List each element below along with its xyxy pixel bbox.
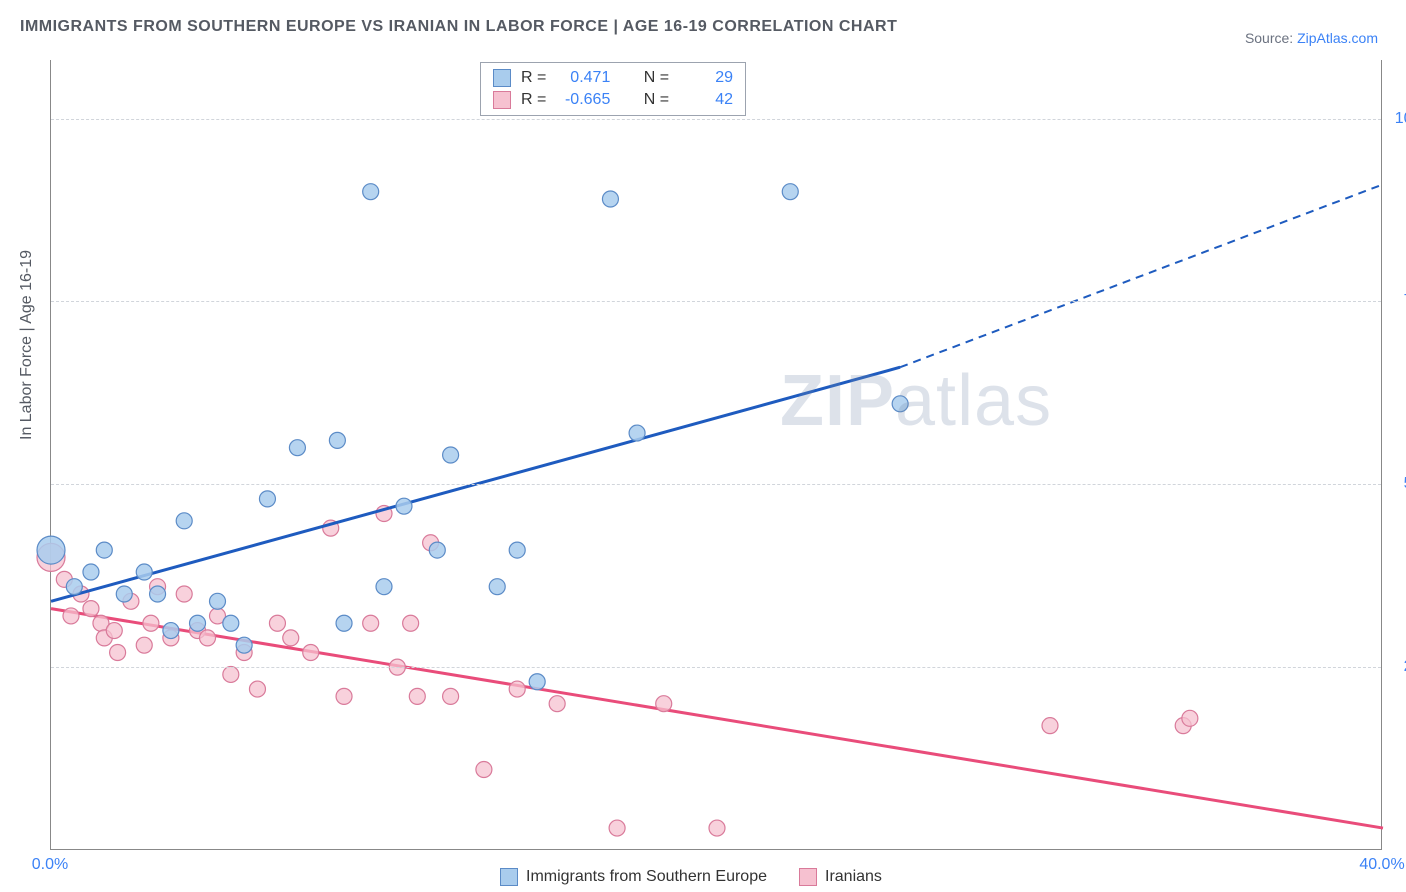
- data-point: [363, 184, 379, 200]
- stat-value-r: 0.471: [556, 69, 610, 87]
- data-point: [363, 615, 379, 631]
- data-point: [283, 630, 299, 646]
- data-point: [489, 579, 505, 595]
- data-point: [106, 623, 122, 639]
- stat-label-n: N =: [644, 91, 669, 109]
- stat-label-r: R =: [521, 91, 546, 109]
- data-point: [429, 542, 445, 558]
- data-point: [176, 586, 192, 602]
- correlation-legend-row: R = 0.471 N = 29: [493, 67, 733, 89]
- plot-area: 25.0%50.0%75.0%100.0%: [50, 60, 1382, 850]
- correlation-legend-row: R = -0.665 N = 42: [493, 89, 733, 111]
- data-point: [223, 615, 239, 631]
- series-legend-label: Iranians: [825, 868, 882, 886]
- data-point: [110, 645, 126, 661]
- data-point: [336, 688, 352, 704]
- data-point: [409, 688, 425, 704]
- data-point: [269, 615, 285, 631]
- data-point: [210, 593, 226, 609]
- data-point: [629, 425, 645, 441]
- data-point: [236, 637, 252, 653]
- stat-value-r: -0.665: [556, 91, 610, 109]
- data-point: [83, 601, 99, 617]
- data-point: [223, 666, 239, 682]
- data-point: [190, 615, 206, 631]
- grid-line: [51, 484, 1381, 485]
- data-point: [443, 447, 459, 463]
- stat-label-n: N =: [644, 69, 669, 87]
- legend-swatch: [500, 868, 518, 886]
- data-point: [249, 681, 265, 697]
- data-point: [143, 615, 159, 631]
- y-axis-title: In Labor Force | Age 16-19: [18, 250, 36, 440]
- series-legend-item: Immigrants from Southern Europe: [500, 868, 767, 886]
- chart-title: IMMIGRANTS FROM SOUTHERN EUROPE VS IRANI…: [20, 18, 897, 36]
- data-point: [303, 645, 319, 661]
- x-tick-label: 40.0%: [1359, 856, 1404, 874]
- data-point: [176, 513, 192, 529]
- data-point: [443, 688, 459, 704]
- data-point: [96, 542, 112, 558]
- data-point: [136, 564, 152, 580]
- data-point: [782, 184, 798, 200]
- stat-value-n: 29: [679, 69, 733, 87]
- source-link[interactable]: ZipAtlas.com: [1297, 30, 1378, 46]
- grid-line: [51, 301, 1381, 302]
- series-legend: Immigrants from Southern Europe Iranians: [500, 868, 882, 886]
- data-point: [259, 491, 275, 507]
- data-point: [37, 536, 65, 564]
- data-point: [289, 440, 305, 456]
- data-point: [549, 696, 565, 712]
- correlation-legend: R = 0.471 N = 29 R = -0.665 N = 42: [480, 62, 746, 116]
- data-point: [83, 564, 99, 580]
- data-point: [509, 681, 525, 697]
- data-point: [336, 615, 352, 631]
- data-point: [529, 674, 545, 690]
- data-point: [609, 820, 625, 836]
- series-legend-label: Immigrants from Southern Europe: [526, 868, 767, 886]
- data-point: [116, 586, 132, 602]
- data-point: [656, 696, 672, 712]
- y-tick-label: 100.0%: [1395, 110, 1406, 128]
- data-point: [63, 608, 79, 624]
- grid-line: [51, 119, 1381, 120]
- chart-svg: [51, 60, 1381, 849]
- data-point: [709, 820, 725, 836]
- source-attribution: Source: ZipAtlas.com: [1245, 30, 1378, 46]
- grid-line: [51, 667, 1381, 668]
- data-point: [150, 586, 166, 602]
- data-point: [476, 762, 492, 778]
- legend-swatch: [493, 91, 511, 109]
- data-point: [136, 637, 152, 653]
- data-point: [1182, 710, 1198, 726]
- source-label: Source:: [1245, 30, 1293, 46]
- data-point: [200, 630, 216, 646]
- data-point: [396, 498, 412, 514]
- data-point: [509, 542, 525, 558]
- data-point: [163, 623, 179, 639]
- series-legend-item: Iranians: [799, 868, 882, 886]
- data-point: [66, 579, 82, 595]
- data-point: [602, 191, 618, 207]
- legend-swatch: [493, 69, 511, 87]
- data-point: [892, 396, 908, 412]
- data-point: [1042, 718, 1058, 734]
- legend-swatch: [799, 868, 817, 886]
- regression-line-extrapolated: [900, 184, 1383, 367]
- stat-value-n: 42: [679, 91, 733, 109]
- data-point: [376, 579, 392, 595]
- data-point: [403, 615, 419, 631]
- data-point: [329, 432, 345, 448]
- x-tick-label: 0.0%: [32, 856, 68, 874]
- stat-label-r: R =: [521, 69, 546, 87]
